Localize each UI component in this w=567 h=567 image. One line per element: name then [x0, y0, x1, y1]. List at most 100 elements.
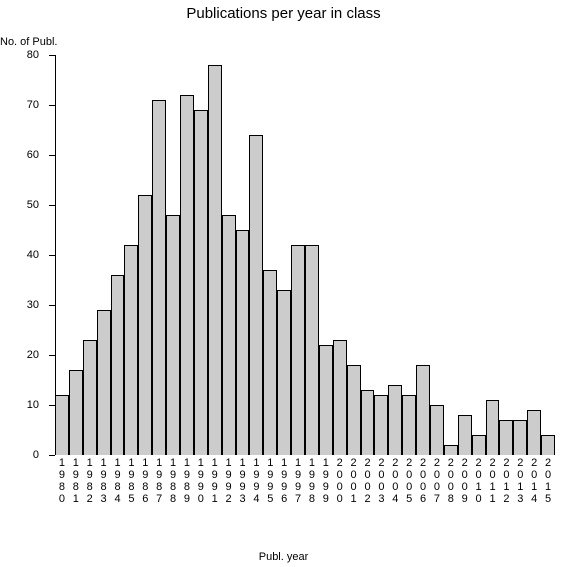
x-tick-char: 2 — [434, 457, 440, 469]
x-tick: 1997 — [292, 457, 304, 505]
x-tick: 1998 — [306, 457, 318, 505]
x-tick-char: 9 — [212, 481, 218, 493]
plot-area — [55, 55, 555, 455]
y-tick-label: 70 — [27, 99, 39, 111]
bar — [111, 275, 125, 455]
x-tick-char: 2 — [351, 457, 357, 469]
x-tick-char: 2 — [489, 457, 495, 469]
bar — [97, 310, 111, 455]
x-axis-title: Publ. year — [0, 551, 567, 563]
bar — [374, 395, 388, 455]
x-tick-char: 1 — [476, 481, 482, 493]
y-tick-label: 10 — [27, 399, 39, 411]
y-tick-label: 80 — [27, 49, 39, 61]
x-tick-char: 2 — [378, 457, 384, 469]
x-tick-char: 2 — [517, 457, 523, 469]
x-tick: 1982 — [84, 457, 96, 505]
x-tick-char: 5 — [128, 493, 134, 505]
x-tick-char: 1 — [226, 457, 232, 469]
bar — [347, 365, 361, 455]
bar — [124, 245, 138, 455]
x-tick: 1993 — [237, 457, 249, 505]
x-tick-char: 9 — [184, 469, 190, 481]
x-tick: 2015 — [542, 457, 554, 505]
x-tick-char: 0 — [364, 469, 370, 481]
x-tick-char: 9 — [198, 481, 204, 493]
x-tick-char: 3 — [517, 493, 523, 505]
bar — [541, 435, 555, 455]
x-tick-char: 0 — [351, 469, 357, 481]
x-tick-char: 3 — [378, 493, 384, 505]
x-tick-char: 2 — [531, 457, 537, 469]
x-tick: 1987 — [153, 457, 165, 505]
bar — [222, 215, 236, 455]
x-tick-char: 0 — [503, 469, 509, 481]
x-tick-char: 0 — [351, 481, 357, 493]
x-tick: 1988 — [167, 457, 179, 505]
x-tick-char: 2 — [545, 457, 551, 469]
x-tick-char: 9 — [170, 469, 176, 481]
bar — [249, 135, 263, 455]
x-tick-char: 9 — [462, 493, 468, 505]
x-tick-char: 0 — [462, 481, 468, 493]
x-tick-char: 2 — [503, 493, 509, 505]
x-tick-char: 2 — [364, 457, 370, 469]
x-tick: 2007 — [431, 457, 443, 505]
bar — [83, 340, 97, 455]
x-tick-char: 8 — [170, 493, 176, 505]
x-tick-char: 0 — [59, 493, 65, 505]
x-tick-char: 1 — [489, 493, 495, 505]
bar — [55, 395, 69, 455]
bar — [291, 245, 305, 455]
x-tick-char: 4 — [392, 493, 398, 505]
x-tick-char: 1 — [198, 457, 204, 469]
x-tick-char: 1 — [184, 457, 190, 469]
x-tick-char: 0 — [517, 469, 523, 481]
x-tick-char: 1 — [489, 481, 495, 493]
x-tick-char: 8 — [128, 481, 134, 493]
x-tick: 2004 — [389, 457, 401, 505]
y-tick-label: 0 — [33, 449, 39, 461]
x-tick-char: 9 — [184, 493, 190, 505]
x-tick: 1984 — [112, 457, 124, 505]
x-tick-char: 9 — [295, 481, 301, 493]
x-tick-char: 9 — [101, 469, 107, 481]
x-tick-char: 9 — [295, 469, 301, 481]
y-tick-label: 60 — [27, 149, 39, 161]
x-tick-char: 1 — [212, 493, 218, 505]
bar — [208, 65, 222, 455]
x-tick-char: 0 — [420, 469, 426, 481]
x-tick-char: 8 — [184, 481, 190, 493]
x-tick-char: 9 — [239, 481, 245, 493]
x-tick-char: 2 — [420, 457, 426, 469]
x-tick-char: 0 — [378, 481, 384, 493]
bar — [527, 410, 541, 455]
x-tick-char: 9 — [114, 469, 120, 481]
x-tick-char: 0 — [198, 493, 204, 505]
x-tick-char: 8 — [448, 493, 454, 505]
chart-container: Publications per year in class No. of Pu… — [0, 0, 567, 567]
x-tick-char: 1 — [309, 457, 315, 469]
x-tick-char: 0 — [448, 469, 454, 481]
x-tick-char: 6 — [420, 493, 426, 505]
x-tick-char: 0 — [406, 469, 412, 481]
x-tick: 1981 — [70, 457, 82, 505]
x-tick: 1990 — [195, 457, 207, 505]
x-tick: 2006 — [417, 457, 429, 505]
x-tick-char: 0 — [337, 481, 343, 493]
x-tick-char: 2 — [406, 457, 412, 469]
x-tick-char: 0 — [378, 469, 384, 481]
x-tick: 1995 — [264, 457, 276, 505]
x-tick-char: 9 — [309, 481, 315, 493]
x-tick-char: 0 — [392, 481, 398, 493]
x-tick-char: 9 — [253, 481, 259, 493]
x-tick-char: 1 — [253, 457, 259, 469]
x-tick: 2009 — [459, 457, 471, 505]
x-tick-char: 6 — [142, 493, 148, 505]
x-tick-char: 0 — [406, 481, 412, 493]
x-tick-char: 1 — [503, 481, 509, 493]
x-tick-char: 0 — [448, 481, 454, 493]
x-tick: 2002 — [362, 457, 374, 505]
x-tick-char: 8 — [309, 493, 315, 505]
x-tick-char: 9 — [226, 469, 232, 481]
